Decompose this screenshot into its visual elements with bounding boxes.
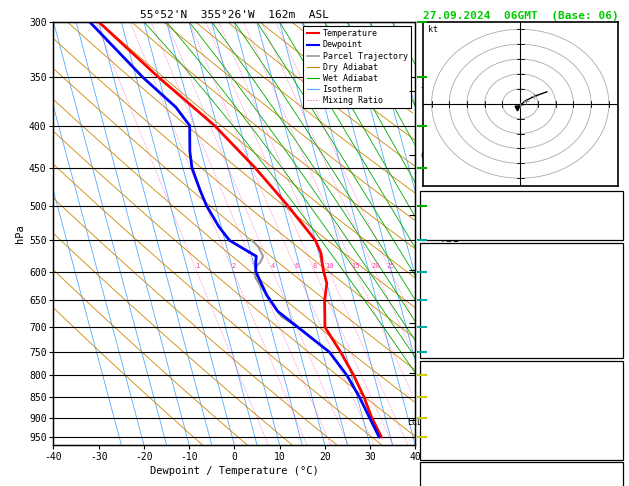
Legend: Temperature, Dewpoint, Parcel Trajectory, Dry Adiabat, Wet Adiabat, Isotherm, Mi: Temperature, Dewpoint, Parcel Trajectory… [303,26,411,108]
Text: 6.1: 6.1 [602,262,620,272]
Text: Surface: Surface [501,246,542,256]
Y-axis label: hPa: hPa [14,224,25,243]
Text: PW (cm): PW (cm) [423,227,464,237]
Text: CAPE (J): CAPE (J) [423,329,470,338]
Text: 0: 0 [614,430,620,440]
Text: 295: 295 [602,397,620,407]
Text: EH: EH [423,482,435,486]
Text: 0: 0 [614,345,620,355]
Text: 0: 0 [614,329,620,338]
Text: Hodograph: Hodograph [495,466,548,475]
Text: θₑ (K): θₑ (K) [423,397,459,407]
Text: 4: 4 [270,263,275,269]
Text: Dewp (°C): Dewp (°C) [423,279,476,289]
Text: © weatheronline.co.uk: © weatheronline.co.uk [469,471,573,480]
Text: 25: 25 [387,263,395,269]
Text: 1.13: 1.13 [596,227,620,237]
Text: Lifted Index: Lifted Index [423,312,494,322]
Text: 15: 15 [352,263,360,269]
Text: 1: 1 [195,263,199,269]
Text: CAPE (J): CAPE (J) [423,430,470,440]
Text: 293: 293 [602,295,620,305]
Text: K: K [423,194,429,204]
Text: θₑ(K): θₑ(K) [423,295,453,305]
Text: 700: 700 [602,381,620,390]
Text: 16: 16 [608,194,620,204]
X-axis label: Dewpoint / Temperature (°C): Dewpoint / Temperature (°C) [150,466,319,476]
Text: 42: 42 [608,210,620,220]
Text: 27.09.2024  06GMT  (Base: 06): 27.09.2024 06GMT (Base: 06) [423,11,619,21]
Text: 29: 29 [608,482,620,486]
Text: Lifted Index: Lifted Index [423,414,494,423]
Title: 55°52'N  355°26'W  162m  ASL: 55°52'N 355°26'W 162m ASL [140,10,329,20]
Text: 3: 3 [254,263,259,269]
Text: LCL: LCL [408,418,423,427]
Text: 6: 6 [295,263,299,269]
Text: Temp (°C): Temp (°C) [423,262,476,272]
Text: 8: 8 [313,263,317,269]
Text: CIN (J): CIN (J) [423,447,464,456]
Text: CIN (J): CIN (J) [423,345,464,355]
Text: 0: 0 [614,447,620,456]
Text: Totals Totals: Totals Totals [423,210,499,220]
Text: kt: kt [428,25,438,35]
Text: 2: 2 [231,263,236,269]
Text: Most Unstable: Most Unstable [483,364,560,374]
Y-axis label: km
ASL: km ASL [442,223,460,244]
Text: 10: 10 [325,263,333,269]
Text: 8: 8 [614,414,620,423]
Text: 20: 20 [371,263,380,269]
Text: Pressure (mb): Pressure (mb) [423,381,499,390]
Text: 1.9: 1.9 [602,279,620,289]
Text: 11: 11 [608,312,620,322]
